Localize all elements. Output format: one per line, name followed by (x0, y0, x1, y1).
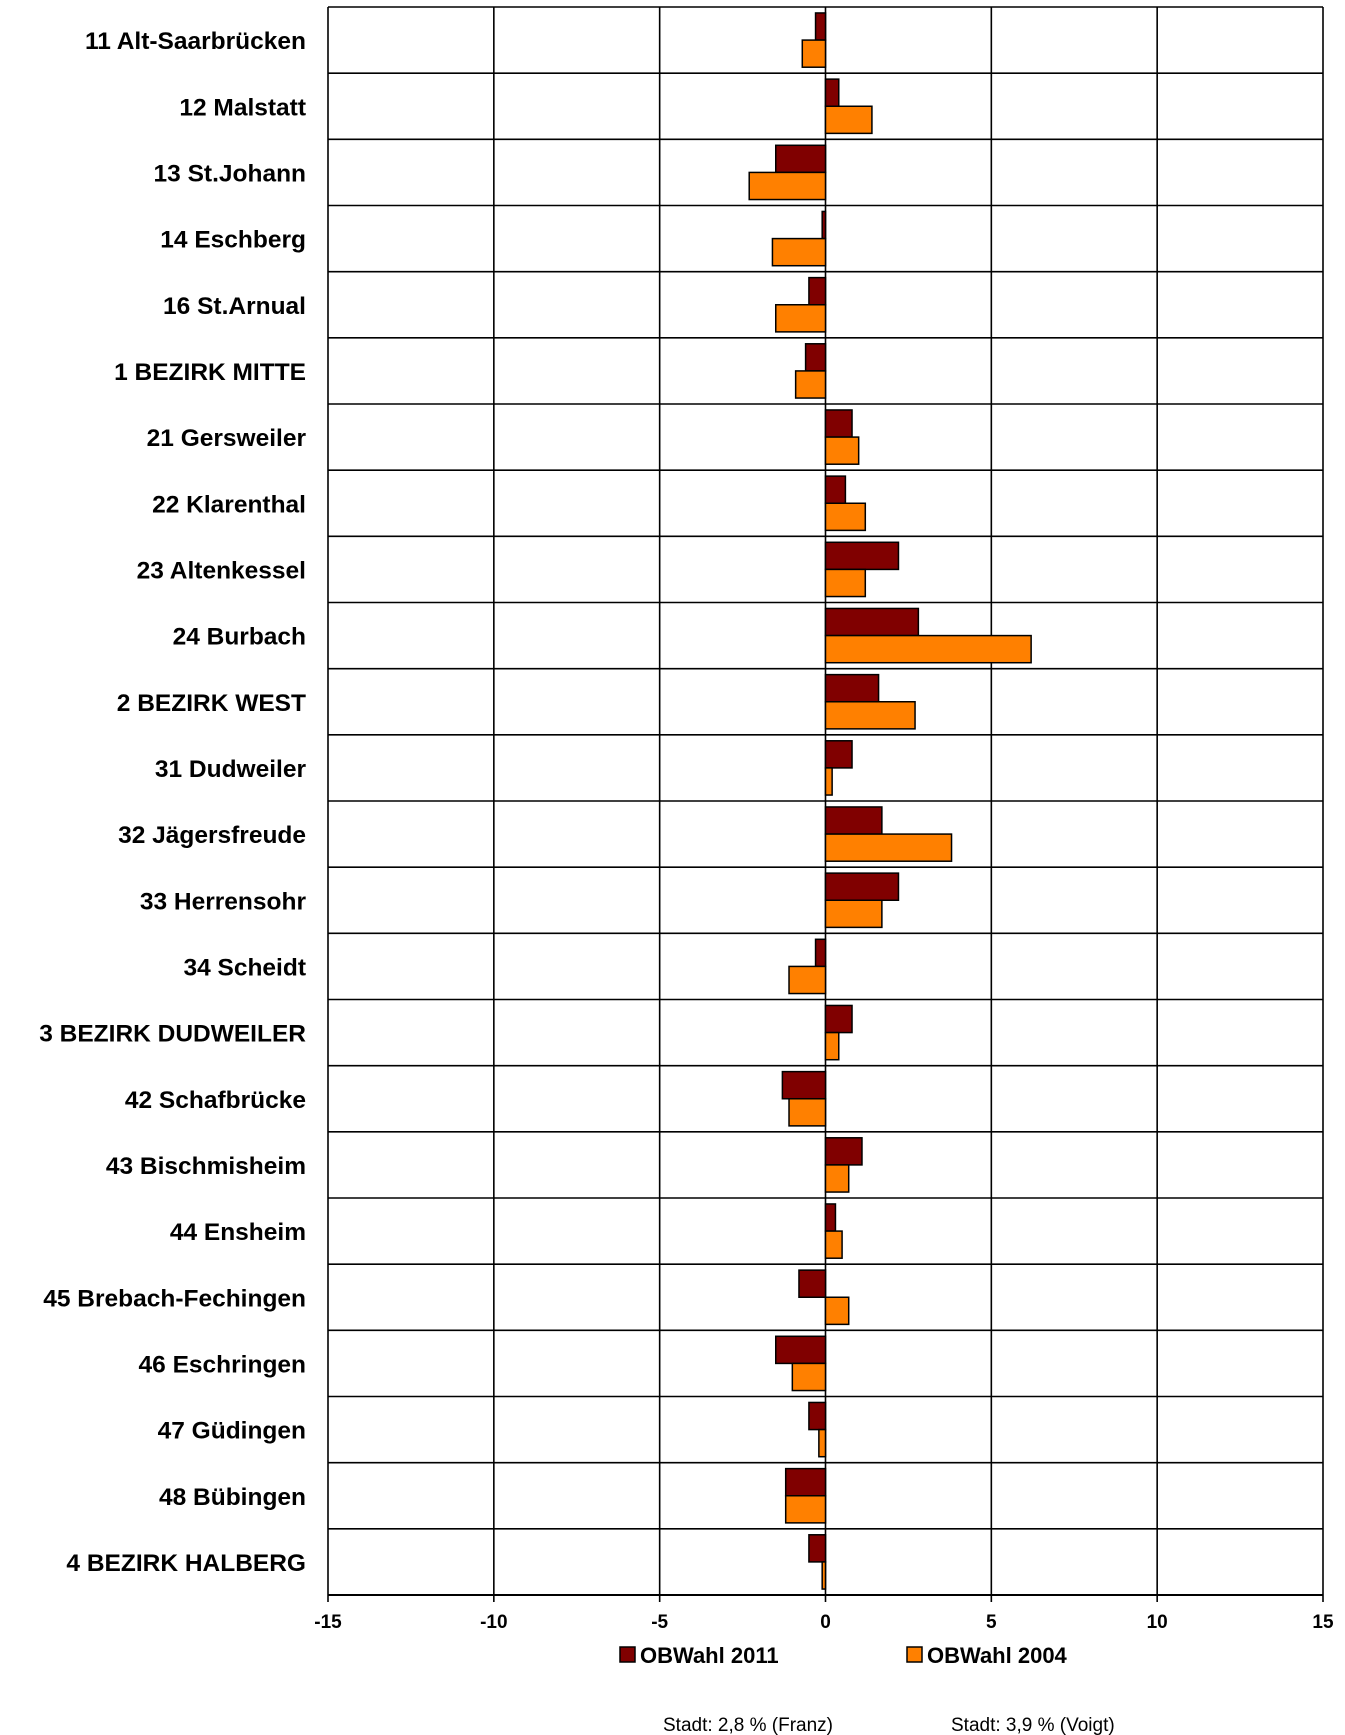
bar-obwahl-2011 (784, 1467, 827, 1497)
category-label: 45 Brebach-Fechingen (43, 1285, 306, 1312)
x-tick-label: -15 (314, 1612, 342, 1633)
bar-obwahl-2011 (814, 938, 827, 968)
bar-obwahl-2011 (824, 740, 853, 769)
bar-obwahl-2004 (784, 1495, 827, 1524)
bar-obwahl-2011 (824, 872, 900, 901)
bar-obwahl-2004 (824, 502, 867, 532)
category-label: 14 Eschberg (160, 227, 306, 254)
bar-obwahl-2004 (801, 39, 827, 68)
bar-obwahl-2011 (824, 409, 853, 438)
legend-label: OBWahl 2004 (927, 1643, 1068, 1668)
bar-obwahl-2004 (794, 370, 827, 399)
bar-obwahl-2004 (824, 568, 867, 598)
category-label: 16 St.Arnual (163, 293, 306, 320)
category-label: 4 BEZIRK HALBERG (66, 1550, 306, 1577)
category-label: 48 Bübingen (159, 1484, 306, 1511)
bar-obwahl-2004 (788, 965, 827, 995)
bar-obwahl-2011 (824, 806, 883, 835)
category-label: 43 Bischmisheim (106, 1153, 306, 1180)
bar-obwahl-2004 (824, 701, 916, 730)
bar-obwahl-2011 (798, 1269, 827, 1299)
x-tick-label: 10 (1147, 1612, 1168, 1633)
category-label: 46 Eschringen (139, 1351, 306, 1378)
category-label: 23 Altenkessel (137, 557, 306, 584)
category-label: 2 BEZIRK WEST (117, 690, 306, 717)
bar-obwahl-2011 (824, 607, 920, 637)
bar-obwahl-2004 (791, 1362, 827, 1392)
legend-item-obwahl-2004: OBWahl 2004 (906, 1643, 1068, 1668)
bar-obwahl-2004 (824, 1164, 850, 1193)
bar-obwahl-2004 (824, 105, 873, 135)
footnote-text: Stadt: 2,8 % (Franz) (663, 1715, 833, 1735)
legend-item-obwahl-2011: OBWahl 2011 (619, 1643, 779, 1668)
category-label: 11 Alt-Saarbrücken (85, 28, 306, 55)
bar-obwahl-2004 (771, 237, 827, 267)
x-tick-label: 15 (1312, 1612, 1334, 1633)
category-label: 33 Herrensohr (140, 888, 307, 915)
bar-obwahl-2011 (804, 343, 827, 372)
category-label: 32 Jägersfreude (118, 822, 306, 849)
x-tick-label: 5 (986, 1612, 997, 1633)
bar-obwahl-2011 (775, 1335, 827, 1365)
bar-obwahl-2011 (814, 12, 827, 41)
x-tick-label: -10 (480, 1612, 507, 1633)
bar-obwahl-2011 (775, 144, 827, 174)
x-tick-label: -5 (651, 1612, 668, 1633)
category-label: 47 Güdingen (158, 1418, 306, 1445)
category-label: 21 Gersweiler (147, 425, 307, 452)
legend-swatch (619, 1646, 636, 1663)
category-label: 12 Malstatt (179, 94, 306, 121)
bar-obwahl-2011 (821, 210, 827, 240)
bar-obwahl-2011 (824, 475, 847, 505)
category-label: 42 Schafbrücke (125, 1087, 306, 1114)
bar-obwahl-2004 (818, 1428, 827, 1458)
bar-obwahl-2004 (821, 1561, 827, 1590)
bar-obwahl-2011 (824, 1203, 837, 1232)
category-label: 31 Dudweiler (155, 756, 307, 783)
bar-obwahl-2011 (808, 1401, 827, 1431)
bar-obwahl-2004 (824, 833, 953, 862)
category-label: 34 Scheidt (183, 954, 306, 981)
bar-obwahl-2004 (775, 304, 827, 333)
x-tick-label: 0 (820, 1612, 831, 1633)
bar-obwahl-2011 (824, 541, 900, 571)
bar-obwahl-2004 (824, 634, 1032, 664)
bar-obwahl-2004 (824, 436, 860, 465)
bar-obwahl-2011 (781, 1070, 827, 1100)
category-label: 22 Klarenthal (152, 491, 306, 518)
bar-obwahl-2011 (824, 1004, 853, 1034)
bar-obwahl-2011 (824, 1137, 863, 1166)
category-label: 24 Burbach (173, 624, 306, 651)
category-label: 1 BEZIRK MITTE (114, 359, 306, 386)
category-label: 13 St.Johann (154, 160, 306, 187)
bar-obwahl-2004 (824, 899, 883, 929)
bar-obwahl-2011 (808, 1534, 827, 1563)
footnote-text: Stadt: 3,9 % (Voigt) (951, 1715, 1115, 1735)
bar-obwahl-2004 (824, 767, 833, 796)
legend-swatch (906, 1646, 923, 1663)
legend-label: OBWahl 2011 (640, 1643, 779, 1668)
bar-obwahl-2004 (788, 1098, 827, 1127)
category-label: 44 Ensheim (170, 1219, 306, 1246)
bar-obwahl-2004 (824, 1296, 850, 1326)
bar-obwahl-2011 (808, 276, 827, 306)
bar-obwahl-2004 (824, 1230, 843, 1259)
bar-obwahl-2004 (748, 171, 827, 201)
bar-obwahl-2011 (824, 78, 840, 107)
bar-obwahl-2011 (824, 673, 880, 703)
bar-obwahl-2004 (824, 1031, 840, 1061)
category-label: 3 BEZIRK DUDWEILER (39, 1021, 306, 1048)
